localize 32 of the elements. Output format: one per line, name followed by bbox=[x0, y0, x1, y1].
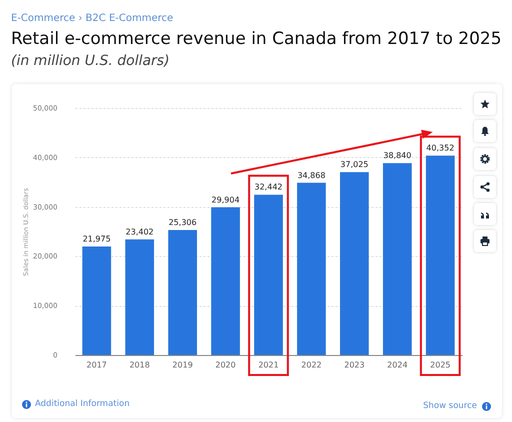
x-tick-label: 2025 bbox=[430, 360, 450, 370]
bar bbox=[82, 246, 112, 355]
text: E-Commerce › B2C E-Commerce bbox=[11, 13, 174, 24]
data-label: 23,402 bbox=[126, 227, 154, 236]
data-label: 25,306 bbox=[168, 218, 197, 227]
x-tick-label: 2017 bbox=[86, 360, 107, 370]
bar bbox=[382, 163, 412, 355]
x-tick-label: 2022 bbox=[301, 360, 322, 370]
data-label: 29,904 bbox=[212, 195, 240, 204]
bar bbox=[254, 194, 283, 355]
x-tick-label: 2018 bbox=[129, 360, 150, 370]
data-label: 32,442 bbox=[254, 182, 282, 192]
bar bbox=[426, 156, 455, 355]
x-tick-label: 2024 bbox=[387, 360, 408, 370]
x-tick-label: 2021 bbox=[258, 360, 279, 370]
data-label: 34,868 bbox=[297, 170, 326, 180]
text: Show source bbox=[423, 401, 477, 411]
chart-title: Retail e-commerce revenue in Canada from 2017 to 2025 bbox=[11, 29, 502, 49]
data-label: 38,840 bbox=[383, 151, 412, 160]
bar bbox=[340, 172, 369, 355]
bar bbox=[125, 239, 154, 355]
x-tick-label: 2020 bbox=[215, 360, 236, 370]
bar bbox=[297, 182, 326, 355]
data-label: 40,352 bbox=[426, 144, 454, 153]
chart-subtitle: (in million U.S. dollars) bbox=[11, 53, 170, 69]
bar bbox=[211, 207, 240, 355]
text: Additional Information bbox=[35, 399, 130, 409]
bar bbox=[168, 230, 197, 355]
data-label: 21,975 bbox=[82, 234, 111, 244]
x-tick-label: 2019 bbox=[172, 360, 193, 370]
data-label: 37,025 bbox=[340, 160, 368, 170]
x-tick-label: 2023 bbox=[344, 360, 365, 370]
